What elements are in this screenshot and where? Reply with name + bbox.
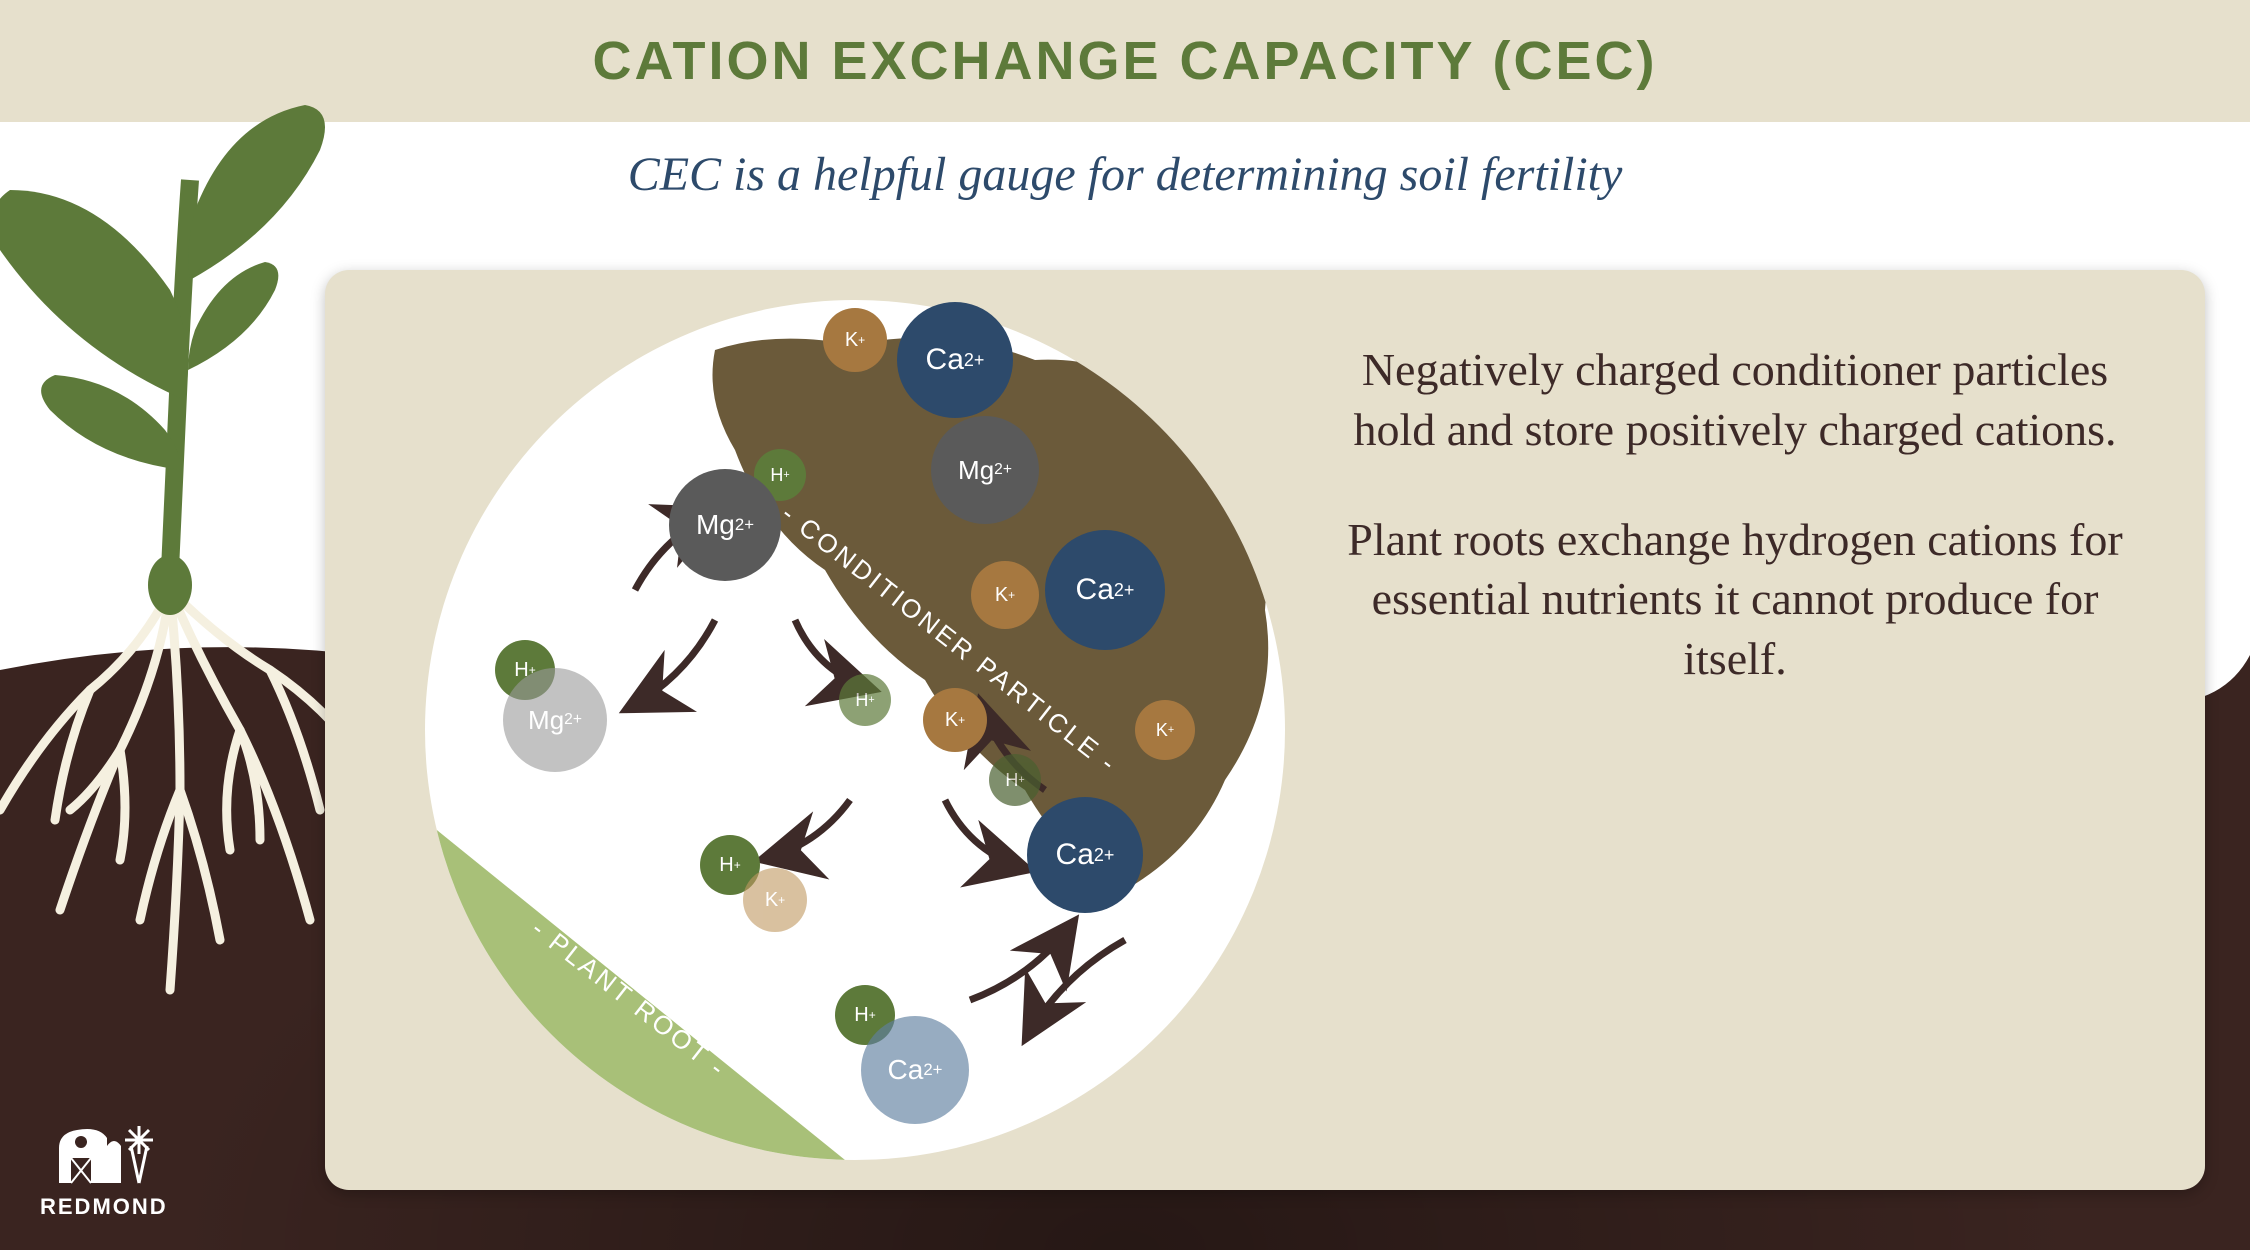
page-title: CATION EXCHANGE CAPACITY (CEC): [592, 31, 1657, 91]
ion-mg: Mg2+: [931, 416, 1039, 524]
plant-leaves-icon: [0, 105, 325, 570]
ion-ca: Ca2+: [1045, 530, 1165, 650]
ion-k: K+: [743, 868, 807, 932]
ion-ca: Ca2+: [897, 302, 1013, 418]
ion-k: K+: [971, 561, 1039, 629]
ions-container: K+Ca2+Mg2+H+Mg2+K+Ca2+H+Mg2+H+K+K+H+Ca2+…: [425, 300, 1285, 1160]
brand-logo: REDMOND: [40, 1118, 168, 1220]
detail-box: - CONDITIONER PARTICLE - - PLANT ROOT - …: [325, 270, 2205, 1190]
body-para-2: Plant roots exchange hydrogen cations fo…: [1335, 510, 2135, 689]
ion-mg: Mg2+: [503, 668, 607, 772]
logo-text: REDMOND: [40, 1194, 168, 1220]
circle-diagram: - CONDITIONER PARTICLE - - PLANT ROOT - …: [425, 300, 1285, 1160]
ion-h: H+: [989, 754, 1041, 806]
ion-ca: Ca2+: [861, 1016, 969, 1124]
ion-mg: Mg2+: [669, 469, 781, 581]
body-text: Negatively charged conditioner particles…: [1335, 340, 2135, 739]
body-para-1: Negatively charged conditioner particles…: [1335, 340, 2135, 460]
barn-windmill-icon: [49, 1118, 159, 1188]
ion-k: K+: [1135, 700, 1195, 760]
subtitle-text: CEC is a helpful gauge for determining s…: [628, 148, 1623, 201]
ion-k: K+: [823, 308, 887, 372]
ion-ca: Ca2+: [1027, 797, 1143, 913]
ion-k: K+: [923, 688, 987, 752]
plant-roots-icon: [0, 590, 370, 990]
ion-h: H+: [839, 674, 891, 726]
